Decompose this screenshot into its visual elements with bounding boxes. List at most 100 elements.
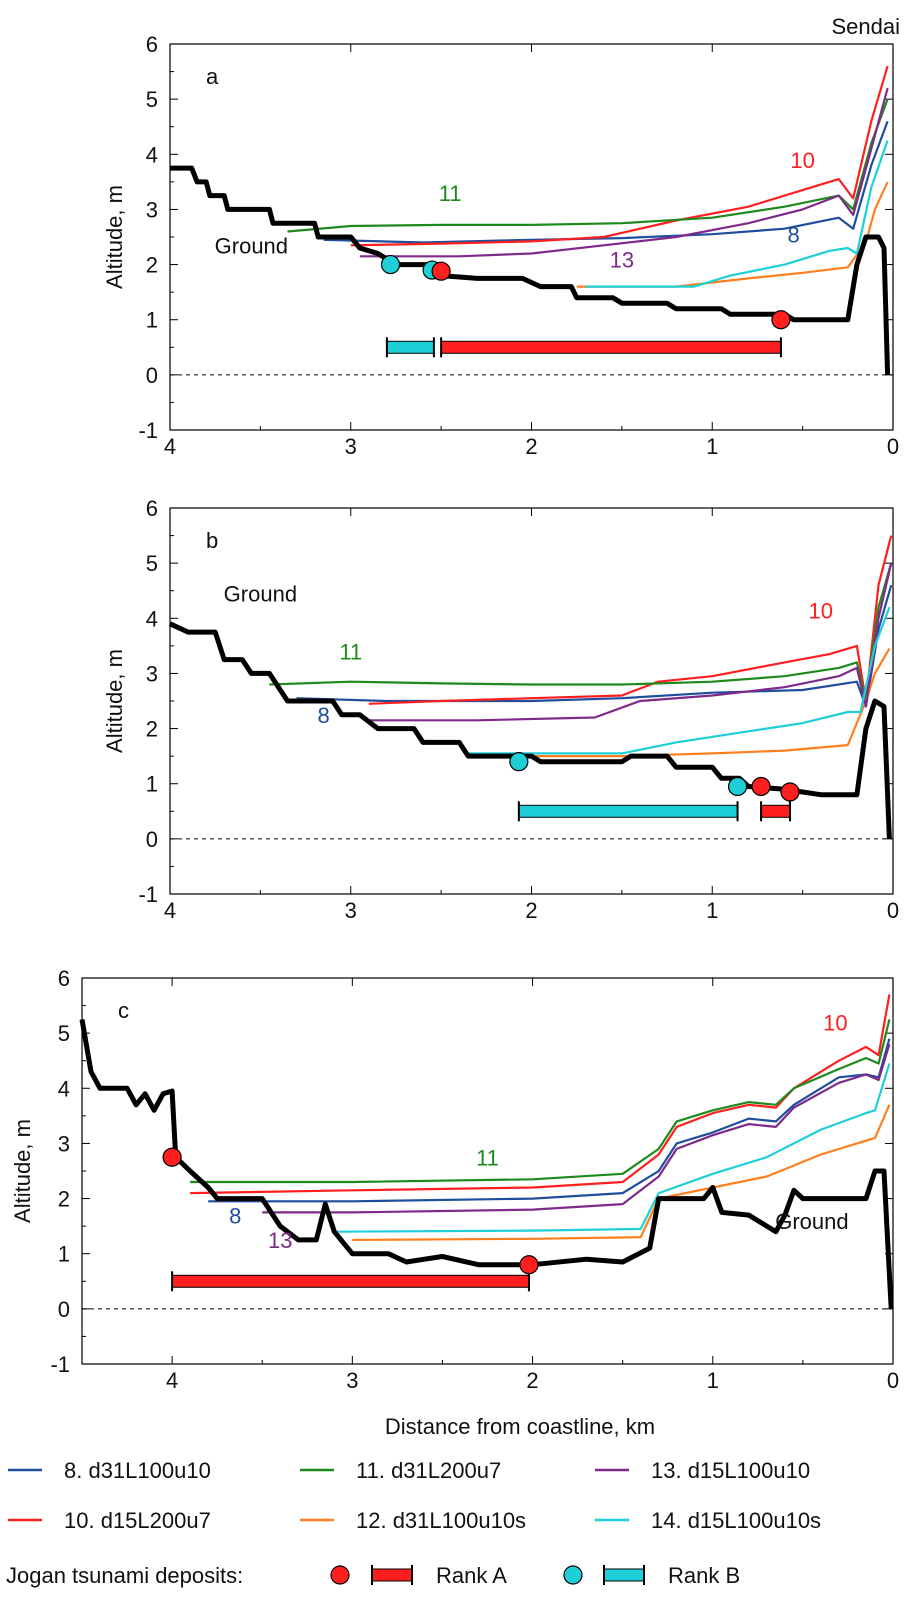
y-tick-label: 2 xyxy=(146,253,158,278)
x-tick-label: 4 xyxy=(164,434,176,459)
y-tick-label: 3 xyxy=(58,1131,70,1156)
y-tick-label: 6 xyxy=(146,32,158,57)
y-tick-label: 6 xyxy=(58,966,70,991)
y-tick-label: 0 xyxy=(146,827,158,852)
y-tick-label: 1 xyxy=(146,308,158,333)
y-axis-title: Altitude, m xyxy=(102,185,127,289)
y-axis-title: Altitude, m xyxy=(10,1119,35,1223)
rank-a-point xyxy=(751,776,771,797)
y-tick-label: 5 xyxy=(146,87,158,112)
ground-line xyxy=(170,165,891,375)
ground-line xyxy=(168,621,892,840)
x-tick-label: 3 xyxy=(345,434,357,459)
y-tick-label: 1 xyxy=(146,772,158,797)
y-axis-title: Altitude, m xyxy=(102,649,127,753)
series-label-s13: 13 xyxy=(268,1228,292,1253)
y-tick-label: -1 xyxy=(50,1352,70,1377)
series-line-s11 xyxy=(269,562,893,703)
series-line-s14 xyxy=(468,606,891,755)
y-tick-label: 5 xyxy=(58,1021,70,1046)
legend-label-s13: 13. d15L100u10 xyxy=(651,1458,810,1483)
ground-label: Ground xyxy=(224,582,297,607)
series-label-s11: 11 xyxy=(339,640,362,665)
x-tick-label: 2 xyxy=(525,898,537,923)
series-line-s11 xyxy=(287,98,889,233)
series-line-s10 xyxy=(350,65,889,247)
series-label-s13: 13 xyxy=(610,247,634,272)
series-label-s11: 11 xyxy=(476,1145,499,1170)
y-tick-label: 2 xyxy=(146,717,158,742)
series-line-s12 xyxy=(468,648,891,758)
ground-label: Ground xyxy=(215,234,288,259)
y-tick-label: 4 xyxy=(146,142,158,167)
rank-a-point xyxy=(771,310,791,330)
legend-rank-a-label: Rank A xyxy=(436,1563,507,1588)
x-tick-label: 3 xyxy=(345,898,357,923)
legend-rank-b-bar xyxy=(603,1568,645,1582)
rank-b-point xyxy=(380,254,401,275)
x-tick-label: 4 xyxy=(166,1368,178,1393)
site-label: Sendai xyxy=(831,14,900,39)
rank-b-point xyxy=(727,776,748,797)
rank-a-point xyxy=(431,261,451,281)
legend: 8. d31L100u10 11. d31L200u7 13. d15L100u10… xyxy=(6,1458,821,1588)
series-label-s10: 10 xyxy=(790,148,814,173)
legend-deposits-label: Jogan tsunami deposits: xyxy=(6,1563,243,1588)
y-tick-label: 2 xyxy=(58,1187,70,1212)
series-line-s13 xyxy=(359,87,889,258)
series-line-s8 xyxy=(323,120,889,244)
rank-a-bar xyxy=(760,804,791,818)
series-label-s10: 10 xyxy=(808,598,832,623)
legend-label-s11: 11. d31L200u7 xyxy=(356,1458,501,1483)
series-line-s14 xyxy=(585,140,889,288)
series-label-s10: 10 xyxy=(823,1010,847,1035)
rank-b-point xyxy=(509,752,529,772)
y-tick-label: 4 xyxy=(58,1076,70,1101)
x-tick-label: 2 xyxy=(526,1368,538,1393)
rank-a-point xyxy=(162,1147,182,1167)
x-tick-label: 1 xyxy=(707,1368,719,1393)
x-tick-label: 0 xyxy=(887,898,899,923)
y-tick-label: -1 xyxy=(138,882,158,907)
y-tick-label: 4 xyxy=(146,606,158,631)
x-tick-label: 0 xyxy=(887,1368,899,1393)
panel-label: b xyxy=(206,528,218,553)
rank-b-bar xyxy=(518,804,739,818)
x-tick-label: 1 xyxy=(706,898,718,923)
series-line-s13 xyxy=(262,1043,891,1214)
series-label-s8: 8 xyxy=(787,223,799,248)
y-tick-label: 0 xyxy=(146,363,158,388)
y-tick-label: 3 xyxy=(146,661,158,686)
series-label-s8: 8 xyxy=(229,1203,241,1228)
panel-label: a xyxy=(206,64,219,89)
rank-a-bar xyxy=(171,1274,530,1288)
ground-label: Ground xyxy=(775,1209,848,1234)
plot-frame xyxy=(81,977,894,1365)
panel-label: c xyxy=(118,998,129,1023)
x-tick-label: 4 xyxy=(164,898,176,923)
series-label-s8: 8 xyxy=(318,703,330,728)
series-line-s12 xyxy=(352,1104,891,1241)
y-tick-label: -1 xyxy=(138,418,158,443)
y-tick-label: 3 xyxy=(146,197,158,222)
legend-rank-b-point xyxy=(563,1565,583,1585)
y-tick-label: 6 xyxy=(146,496,158,521)
rank-a-point xyxy=(519,1255,539,1275)
series-line-s12 xyxy=(576,181,889,288)
series-label-s11: 11 xyxy=(439,181,462,206)
legend-label-s14: 14. d15L100u10s xyxy=(651,1508,821,1533)
x-axis-title: Distance from coastline, km xyxy=(385,1414,655,1439)
rank-a-bar xyxy=(440,340,782,354)
rank-a-point xyxy=(780,782,800,802)
legend-rank-a-bar xyxy=(371,1568,413,1582)
series-line-s8 xyxy=(296,584,893,708)
series-line-s11 xyxy=(190,1019,891,1184)
series-line-s13 xyxy=(368,562,893,722)
x-tick-label: 2 xyxy=(525,434,537,459)
series-line-s14 xyxy=(334,1063,891,1233)
x-tick-label: 1 xyxy=(706,434,718,459)
y-tick-label: 5 xyxy=(146,551,158,576)
